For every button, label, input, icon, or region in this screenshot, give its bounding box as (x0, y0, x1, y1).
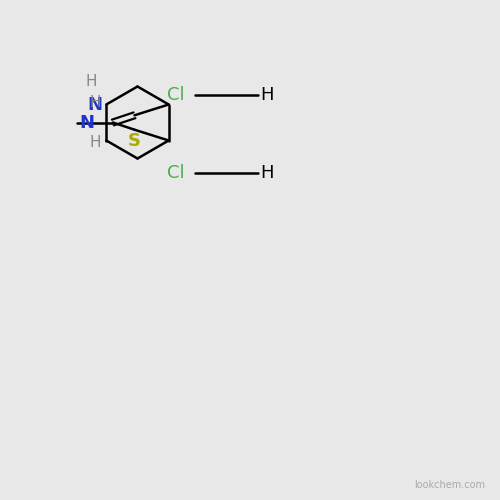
Text: N: N (80, 114, 94, 132)
Text: N: N (88, 96, 102, 114)
Text: lookchem.com: lookchem.com (414, 480, 485, 490)
Text: H: H (86, 74, 97, 90)
Text: H: H (260, 164, 274, 182)
Text: H: H (90, 135, 101, 150)
Text: S: S (128, 132, 141, 150)
Text: H: H (260, 86, 274, 104)
Text: Cl: Cl (168, 86, 185, 104)
Text: H: H (90, 95, 101, 110)
Text: Cl: Cl (168, 164, 185, 182)
